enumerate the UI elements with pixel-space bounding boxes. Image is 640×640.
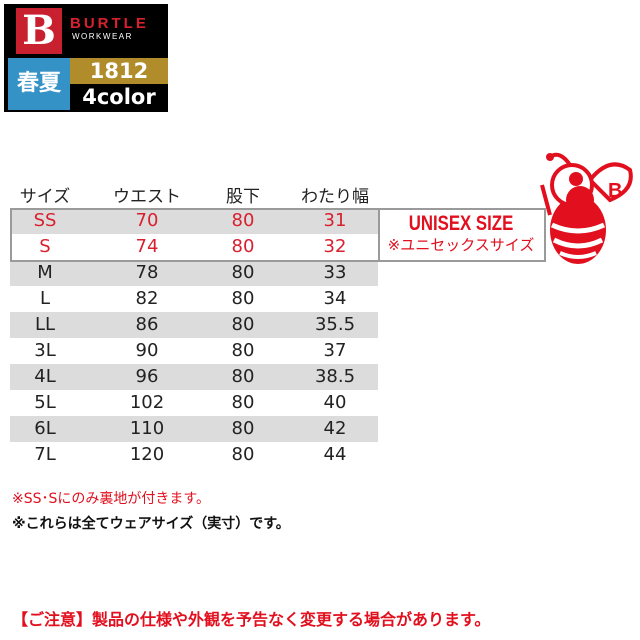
- ss-s-highlight-box: [10, 208, 380, 262]
- table-row: 5L 102 80 40: [10, 390, 378, 416]
- cell-thigh: 40: [323, 392, 347, 413]
- table-row: S 74 80 32: [10, 234, 378, 260]
- season-label: 春夏: [8, 58, 70, 110]
- table-row: SS 70 80 31: [10, 208, 378, 234]
- cell-inseam: 80: [231, 444, 255, 465]
- table-row: LL 86 80 35.5: [10, 312, 378, 338]
- cell-inseam: 80: [231, 210, 255, 231]
- cell-inseam: 80: [231, 340, 255, 361]
- brand-logo-block: B BURTLE WORKWEAR 春夏 1812 4color: [4, 4, 168, 112]
- bee-icon: B: [540, 152, 633, 264]
- cell-thigh: 33: [323, 262, 347, 283]
- unisex-subtitle: ※ユニセックスサイズ: [387, 236, 535, 254]
- cell-waist: 74: [135, 236, 159, 257]
- burtle-b-logo: B: [16, 8, 62, 54]
- cell-waist: 110: [129, 418, 165, 439]
- brand-subtitle: WORKWEAR: [72, 32, 133, 41]
- header-size: サイズ: [19, 187, 71, 207]
- cell-waist: 102: [129, 392, 165, 413]
- size-table: SS 70 80 31 S 74 80 32 M 78 80 33 L 82 80 34 LL 86 80 35.5 3…: [10, 208, 378, 468]
- table-row: 4L 96 80 38.5: [10, 364, 378, 390]
- cell-thigh: 31: [323, 210, 347, 231]
- cell-inseam: 80: [231, 418, 255, 439]
- cell-waist: 86: [135, 314, 159, 335]
- header-waist: ウエスト: [113, 187, 181, 207]
- cell-thigh: 32: [323, 236, 347, 257]
- cell-inseam: 80: [231, 314, 255, 335]
- unisex-title: UNISEX SIZE: [408, 212, 514, 235]
- svg-text:B: B: [608, 180, 622, 202]
- cell-thigh: 42: [323, 418, 347, 439]
- cell-thigh: 44: [323, 444, 347, 465]
- cell-waist: 70: [135, 210, 159, 231]
- cell-size: 6L: [34, 418, 56, 439]
- color-count: 4color: [82, 85, 156, 109]
- cell-size: S: [39, 236, 51, 257]
- cell-thigh: 34: [323, 288, 347, 309]
- cell-size: 3L: [34, 340, 56, 361]
- table-row: 6L 110 80 42: [10, 416, 378, 442]
- table-row: 7L 120 80 44: [10, 442, 378, 468]
- table-row: M 78 80 33: [10, 260, 378, 286]
- cell-thigh: 37: [323, 340, 347, 361]
- cell-size: 7L: [34, 444, 56, 465]
- cell-inseam: 80: [231, 288, 255, 309]
- caution-note: 【ご注意】製品の仕様や外観を予告なく変更する場合があります。: [12, 610, 491, 629]
- header-thigh: わたり幅: [301, 187, 369, 207]
- unisex-size-box: UNISEX SIZE ※ユニセックスサイズ: [378, 208, 546, 262]
- header-inseam: 股下: [226, 187, 260, 207]
- cell-size: LL: [34, 314, 56, 335]
- table-header: サイズ ウエスト 股下 わたり幅: [10, 182, 378, 207]
- cell-thigh: 35.5: [314, 314, 356, 335]
- cell-waist: 82: [135, 288, 159, 309]
- cell-size: 4L: [34, 366, 56, 387]
- brand-name: BURTLE: [70, 15, 149, 32]
- cell-waist: 120: [129, 444, 165, 465]
- cell-waist: 96: [135, 366, 159, 387]
- model-number: 1812: [70, 58, 168, 84]
- cell-size: SS: [33, 210, 57, 231]
- cell-inseam: 80: [231, 392, 255, 413]
- cell-size: M: [37, 262, 53, 283]
- cell-inseam: 80: [231, 262, 255, 283]
- cell-inseam: 80: [231, 366, 255, 387]
- cell-inseam: 80: [231, 236, 255, 257]
- cell-waist: 78: [135, 262, 159, 283]
- cell-waist: 90: [135, 340, 159, 361]
- cell-thigh: 38.5: [314, 366, 356, 387]
- cell-size: L: [39, 288, 51, 309]
- table-row: 3L 90 80 37: [10, 338, 378, 364]
- actual-size-note: ※これらは全てウェアサイズ（実寸）です。: [12, 516, 290, 532]
- cell-size: 5L: [34, 392, 56, 413]
- table-row: L 82 80 34: [10, 286, 378, 312]
- lining-note: ※SS･Sにのみ裏地が付きます。: [12, 491, 210, 507]
